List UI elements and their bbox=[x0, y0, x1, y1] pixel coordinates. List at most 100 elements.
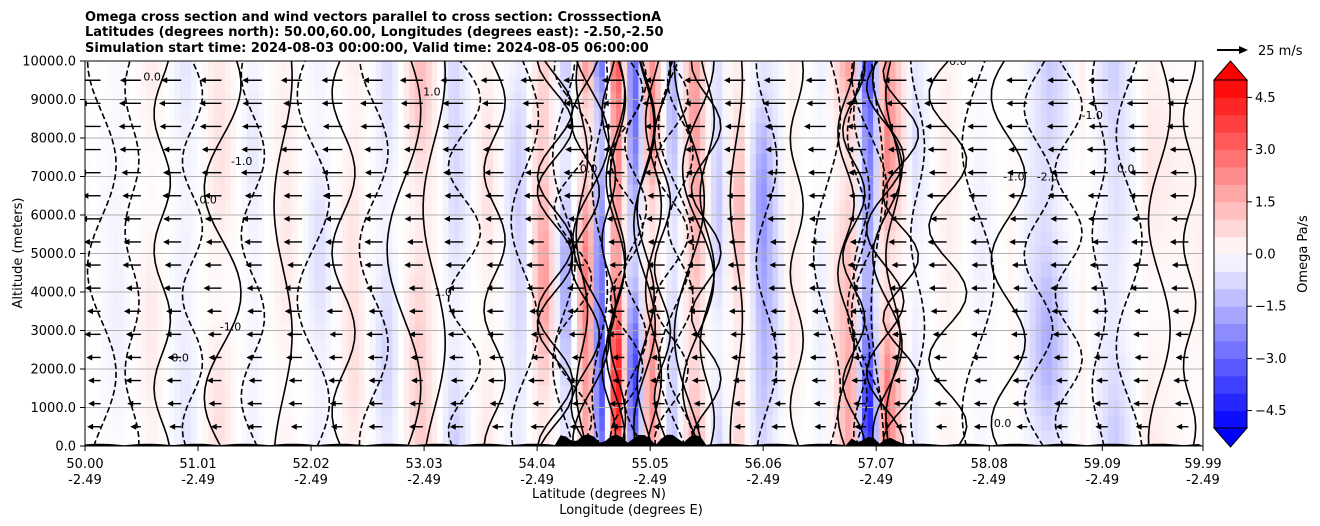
omega-cell bbox=[263, 415, 271, 432]
omega-cell bbox=[722, 107, 729, 124]
omega-cell bbox=[1141, 230, 1148, 247]
omega-cell bbox=[984, 430, 992, 446]
omega-cell bbox=[224, 199, 231, 216]
omega-cell bbox=[677, 122, 684, 139]
omega-cell bbox=[247, 276, 254, 293]
omega-cell bbox=[873, 369, 880, 385]
omega-cell bbox=[1080, 76, 1087, 93]
omega-cell bbox=[442, 153, 449, 170]
omega-cell bbox=[1113, 76, 1120, 93]
omega-cell bbox=[845, 415, 852, 432]
omega-cell bbox=[1074, 215, 1081, 231]
omega-cell bbox=[940, 107, 947, 124]
omega-cell bbox=[884, 215, 891, 231]
omega-cell bbox=[750, 430, 757, 446]
omega-cell bbox=[1012, 292, 1020, 308]
omega-cell bbox=[783, 199, 790, 216]
omega-cell bbox=[929, 199, 936, 216]
omega-cell bbox=[386, 292, 394, 308]
omega-cell bbox=[325, 107, 332, 124]
omega-cell bbox=[828, 230, 835, 247]
omega-cell bbox=[196, 122, 203, 139]
omega-cell bbox=[442, 184, 449, 201]
omega-cell bbox=[1063, 230, 1070, 247]
omega-cell bbox=[1012, 384, 1020, 401]
omega-cell bbox=[107, 76, 114, 93]
omega-cell bbox=[498, 276, 505, 293]
omega-cell bbox=[196, 292, 203, 308]
omega-cell bbox=[453, 61, 461, 77]
omega-cell bbox=[772, 61, 779, 77]
omega-cell bbox=[370, 415, 377, 432]
omega-cell bbox=[794, 384, 802, 401]
omega-cell bbox=[727, 384, 735, 401]
omega-cell bbox=[1175, 276, 1182, 293]
omega-cell bbox=[112, 199, 120, 216]
omega-cell bbox=[934, 292, 941, 308]
omega-cell bbox=[314, 369, 321, 385]
omega-cell bbox=[929, 369, 936, 385]
omega-cell bbox=[342, 384, 349, 401]
omega-cell bbox=[794, 307, 802, 324]
omega-cell bbox=[822, 338, 830, 355]
omega-cell bbox=[303, 415, 310, 432]
omega-cell bbox=[448, 353, 455, 370]
omega-cell bbox=[1141, 353, 1148, 370]
omega-cell bbox=[683, 61, 690, 77]
omega-cell bbox=[347, 153, 354, 170]
omega-cell bbox=[923, 384, 930, 401]
omega-cell bbox=[1113, 199, 1120, 216]
omega-cell bbox=[185, 384, 192, 401]
omega-cell bbox=[1152, 369, 1159, 385]
omega-cell bbox=[554, 430, 561, 446]
omega-cell bbox=[504, 107, 511, 124]
omega-cell bbox=[398, 261, 405, 278]
omega-cell bbox=[493, 230, 500, 247]
omega-cell bbox=[1113, 292, 1120, 308]
omega-cell bbox=[252, 384, 259, 401]
omega-cell bbox=[1040, 415, 1048, 432]
omega-cell bbox=[789, 353, 796, 370]
omega-cell bbox=[800, 138, 807, 154]
omega-cell bbox=[509, 307, 517, 324]
omega-cell bbox=[280, 230, 287, 247]
omega-cell bbox=[755, 307, 762, 324]
omega-cell bbox=[403, 353, 410, 370]
omega-cell bbox=[1119, 153, 1126, 170]
omega-cell bbox=[157, 61, 164, 77]
omega-cell bbox=[325, 353, 332, 370]
omega-cell bbox=[968, 430, 975, 446]
omega-cell bbox=[1102, 184, 1109, 201]
omega-cell bbox=[794, 353, 802, 370]
omega-cell bbox=[917, 138, 925, 154]
omega-cell bbox=[1068, 61, 1076, 77]
omega-cell bbox=[1085, 153, 1092, 170]
omega-cell bbox=[398, 61, 405, 77]
omega-cell bbox=[314, 76, 321, 93]
omega-cell bbox=[750, 199, 757, 216]
omega-cell bbox=[1102, 415, 1109, 432]
omega-cell bbox=[291, 61, 299, 77]
omega-cell bbox=[1163, 369, 1171, 385]
omega-cell bbox=[213, 153, 220, 170]
omega-cell bbox=[649, 369, 656, 385]
omega-cell bbox=[297, 338, 304, 355]
omega-cell bbox=[962, 261, 969, 278]
omega-cell bbox=[582, 61, 589, 77]
omega-cell bbox=[370, 369, 377, 385]
omega-cell bbox=[1124, 353, 1131, 370]
omega-cell bbox=[135, 384, 142, 401]
omega-cell bbox=[1080, 384, 1087, 401]
omega-cell bbox=[476, 122, 483, 139]
omega-cell bbox=[632, 276, 640, 293]
omega-cell bbox=[364, 292, 371, 308]
omega-cell bbox=[230, 122, 237, 139]
omega-cell bbox=[744, 138, 751, 154]
omega-cell bbox=[839, 384, 846, 401]
omega-cell bbox=[878, 107, 885, 124]
omega-cell bbox=[766, 338, 774, 355]
omega-cell bbox=[342, 338, 349, 355]
omega-cell bbox=[1012, 276, 1020, 293]
omega-cell bbox=[884, 138, 891, 154]
omega-cell bbox=[375, 138, 382, 154]
